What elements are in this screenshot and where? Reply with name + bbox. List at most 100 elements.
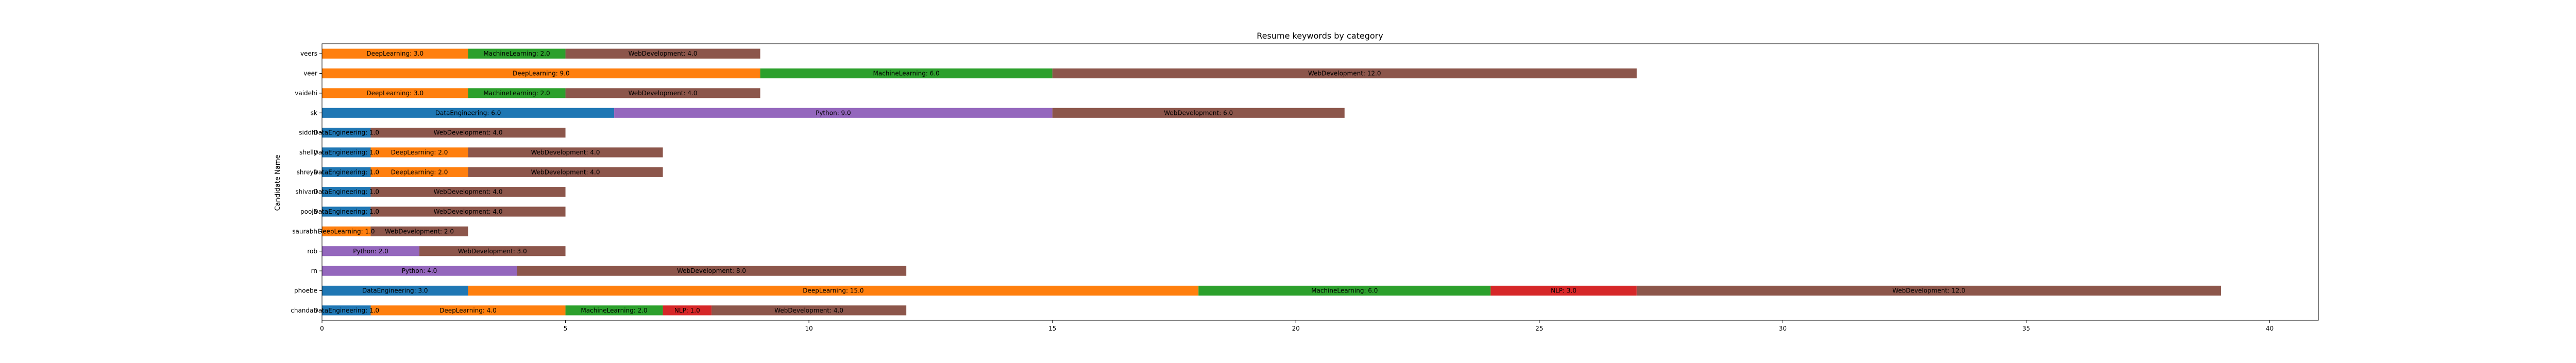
segment-label-phoebe-nlp: NLP: 3.0 [1551, 287, 1577, 294]
segment-label-phoebe-machinelearning: MachineLearning: 6.0 [1311, 287, 1378, 294]
segment-label-chandan-machinelearning: MachineLearning: 2.0 [581, 307, 647, 314]
x-tick-label: 30 [1779, 325, 1787, 332]
segment-label-rob-webdevelopment: WebDevelopment: 3.0 [458, 248, 527, 255]
bar-chandan-dataengineering [322, 305, 371, 316]
bar-vaidehi-machinelearning [468, 88, 566, 98]
bar-phoebe-dataengineering [322, 285, 468, 296]
segment-label-rn-webdevelopment: WebDevelopment: 8.0 [677, 267, 746, 274]
bar-veer-machinelearning [760, 68, 1053, 79]
segment-label-saurabh-webdevelopment: WebDevelopment: 2.0 [385, 228, 454, 235]
x-tick-label: 5 [564, 325, 568, 332]
segment-label-shreya-deeplearning: DeepLearning: 2.0 [391, 168, 448, 176]
y-tick-label: veers [300, 50, 317, 57]
segment-label-sk-webdevelopment: WebDevelopment: 6.0 [1164, 109, 1233, 116]
segment-label-vaidehi-machinelearning: MachineLearning: 2.0 [483, 90, 550, 97]
bar-veers-deeplearning [322, 48, 468, 59]
x-tick-label: 0 [320, 325, 324, 332]
bar-sk-python [614, 108, 1053, 118]
bar-phoebe-machinelearning [1198, 285, 1491, 296]
bar-shelly-dataengineering [322, 147, 371, 158]
segment-labels-layer: DataEngineering: 1.0 DeepLearning: 4.0 Mac… [313, 50, 1965, 314]
segment-label-chandan-deeplearning: DeepLearning: 4.0 [439, 307, 497, 314]
segment-label-veer-machinelearning: MachineLearning: 6.0 [873, 70, 940, 77]
x-tick-label: 25 [1535, 325, 1543, 332]
x-tick-label: 20 [1292, 325, 1300, 332]
bar-shelly-webdevelopment [468, 147, 663, 158]
segment-label-rn-python: Python: 4.0 [402, 267, 437, 274]
bar-siddhi-dataengineering [322, 128, 371, 138]
segment-label-vaidehi-webdevelopment: WebDevelopment: 4.0 [629, 90, 698, 97]
bar-pooja-dataengineering [322, 206, 371, 217]
y-tick-label: veer [303, 70, 317, 77]
segment-label-saurabh-deeplearning: DeepLearning: 1.0 [318, 228, 375, 235]
bar-veer-deeplearning [322, 68, 760, 79]
segment-label-shelly-webdevelopment: WebDevelopment: 4.0 [531, 149, 600, 156]
segment-label-chandan-nlp: NLP: 1.0 [674, 307, 700, 314]
y-tick-label: shreya [297, 168, 317, 176]
segment-label-shivani-webdevelopment: WebDevelopment: 4.0 [434, 188, 503, 196]
bar-sk-webdevelopment [1052, 108, 1345, 118]
bar-pooja-webdevelopment [370, 206, 566, 217]
segment-label-shreya-dataengineering: DataEngineering: 1.0 [313, 168, 379, 176]
bar-shreya-dataengineering [322, 167, 371, 177]
segment-label-shelly-dataengineering: DataEngineering: 1.0 [313, 149, 379, 156]
axes-layer: 0 5 10 15 20 25 30 35 40 chandan phoebe rn rob saurab… [291, 43, 2319, 332]
bar-siddhi-webdevelopment [370, 128, 566, 138]
plot-frame [321, 43, 2319, 321]
bar-rn-python [322, 266, 517, 276]
y-tick-label: shelly [299, 149, 317, 156]
chart-title: Resume keywords by category [1257, 31, 1383, 41]
bar-rn-webdevelopment [517, 266, 907, 276]
bar-veers-webdevelopment [565, 48, 760, 59]
bar-phoebe-nlp [1490, 285, 1637, 296]
segment-label-phoebe-dataengineering: DataEngineering: 3.0 [362, 287, 428, 294]
bar-chandan-machinelearning [565, 305, 663, 316]
segment-label-pooja-webdevelopment: WebDevelopment: 4.0 [434, 208, 503, 215]
bar-shivani-dataengineering [322, 187, 371, 197]
bar-vaidehi-deeplearning [322, 88, 468, 98]
bar-shelly-deeplearning [370, 147, 468, 158]
segment-label-siddhi-webdevelopment: WebDevelopment: 4.0 [434, 129, 503, 136]
bar-chandan-deeplearning [370, 305, 566, 316]
y-tick-label: rn [311, 267, 317, 274]
bar-shivani-webdevelopment [370, 187, 566, 197]
segment-label-sk-dataengineering: DataEngineering: 6.0 [435, 109, 501, 116]
segment-label-veer-deeplearning: DeepLearning: 9.0 [513, 70, 570, 77]
segment-label-veers-deeplearning: DeepLearning: 3.0 [366, 50, 423, 57]
bar-rob-webdevelopment [419, 246, 566, 256]
y-tick-label: rob [307, 248, 317, 255]
x-tick-label: 40 [2266, 325, 2274, 332]
segment-label-veer-webdevelopment: WebDevelopment: 12.0 [1308, 70, 1381, 77]
segment-label-siddhi-dataengineering: DataEngineering: 1.0 [313, 129, 379, 136]
segment-label-chandan-webdevelopment: WebDevelopment: 4.0 [774, 307, 843, 314]
bars-layer [322, 48, 2221, 316]
segment-label-phoebe-webdevelopment: WebDevelopment: 12.0 [1892, 287, 1965, 294]
y-tick-label: chandan [291, 307, 317, 314]
segment-label-phoebe-deeplearning: DeepLearning: 15.0 [803, 287, 863, 294]
x-tick-label: 35 [2022, 325, 2030, 332]
segment-label-shivani-dataengineering: DataEngineering: 1.0 [313, 188, 379, 196]
bar-veer-webdevelopment [1052, 68, 1637, 79]
y-axis-label: Candidate Name [274, 155, 282, 211]
segment-label-veers-webdevelopment: WebDevelopment: 4.0 [629, 50, 698, 57]
bar-saurabh-webdevelopment [370, 226, 468, 236]
y-tick-label: shivani [295, 188, 317, 196]
x-tick-label: 15 [1048, 325, 1056, 332]
y-tick-label: vaidehi [295, 90, 317, 97]
bar-chandan-webdevelopment [711, 305, 907, 316]
bar-shreya-deeplearning [370, 167, 468, 177]
bar-shreya-webdevelopment [468, 167, 663, 177]
y-tick-label: sk [311, 109, 317, 116]
segment-label-veers-machinelearning: MachineLearning: 2.0 [483, 50, 550, 57]
bar-veers-machinelearning [468, 48, 566, 59]
segment-label-pooja-dataengineering: DataEngineering: 1.0 [313, 208, 379, 215]
segment-label-rob-python: Python: 2.0 [353, 248, 388, 255]
segment-label-shreya-webdevelopment: WebDevelopment: 4.0 [531, 168, 600, 176]
segment-label-vaidehi-deeplearning: DeepLearning: 3.0 [366, 90, 423, 97]
x-tick-label: 10 [805, 325, 812, 332]
y-tick-label: saurabh [292, 228, 317, 235]
bar-chandan-nlp [663, 305, 712, 316]
bar-saurabh-deeplearning [322, 226, 371, 236]
